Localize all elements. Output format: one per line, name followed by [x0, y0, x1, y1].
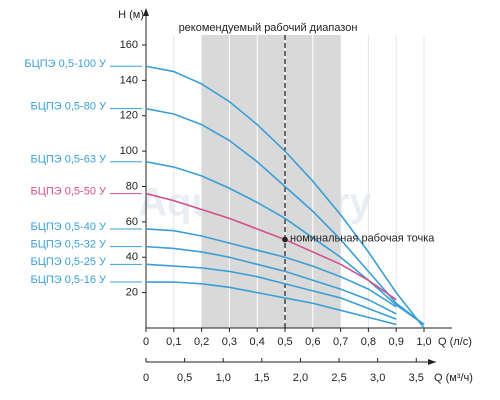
y-axis-title: Н (м)	[118, 9, 144, 21]
series-label: БЦПЭ 0,5-80 У	[31, 101, 107, 113]
x-tick-label: 0,4	[250, 336, 265, 348]
x2-tick-label: 0,5	[177, 372, 192, 384]
x2-tick-label: 0	[143, 372, 149, 384]
series-label: БЦПЭ 0,5-25 У	[31, 256, 107, 268]
x-tick-label: 0,2	[194, 336, 209, 348]
x-tick-label: 0,3	[222, 336, 237, 348]
x-tick-label: 0,8	[361, 336, 376, 348]
series-line	[145, 107, 425, 326]
x-axis-title: Q (л/с)	[438, 336, 472, 348]
series-line	[145, 245, 397, 315]
y-tick-label: 120	[120, 110, 138, 122]
series-label: БЦПЭ 0,5-100 У	[24, 58, 107, 70]
series-label: БЦПЭ 0,5-16 У	[31, 274, 107, 286]
series-line	[146, 281, 397, 326]
range-title: рекомендуемый рабочий диапазон	[179, 22, 358, 34]
y-tick-label: 160	[120, 39, 138, 51]
y-arrow	[143, 8, 149, 16]
y-tick-label: 20	[126, 287, 138, 299]
nominal-point	[282, 236, 288, 243]
series-label: БЦПЭ 0,5-63 У	[31, 154, 107, 166]
x2-tick-label: 1,5	[254, 372, 269, 384]
x-tick-label: 0,7	[333, 336, 348, 348]
series-line	[145, 263, 397, 320]
x2-axis-title: Q (м³/ч)	[434, 372, 473, 384]
x-tick-label: 0,5	[277, 336, 292, 348]
y-tick-label: 40	[126, 251, 138, 263]
x2-tick-label: 2,0	[293, 372, 308, 384]
x2-arrow	[428, 359, 436, 365]
x-tick-label: 1,0	[416, 336, 431, 348]
x2-tick-label: 1,0	[216, 372, 231, 384]
y-tick-label: 60	[126, 216, 138, 228]
y-tick-label: 100	[120, 145, 138, 157]
series-line	[145, 65, 425, 329]
x-tick-label: 0,6	[305, 336, 320, 348]
series-label: БЦПЭ 0,5-32 У	[31, 239, 107, 251]
nominal-label: номинальная рабочая точка	[290, 232, 435, 244]
x2-tick-label: 3,0	[370, 372, 385, 384]
series-line	[145, 228, 397, 308]
y-tick-label: 140	[120, 74, 138, 86]
recommended-range	[201, 35, 341, 328]
x2-tick-label: 2,5	[331, 372, 346, 384]
x-tick-label: 0,9	[389, 336, 404, 348]
x-tick-label: 0,1	[166, 336, 181, 348]
x-tick-label: 0	[143, 336, 149, 348]
series-line	[145, 160, 425, 326]
x2-tick-label: 3,5	[409, 372, 424, 384]
series-label: БЦПЭ 0,5-40 У	[31, 221, 107, 233]
series-label: БЦПЭ 0,5-50 У	[31, 185, 107, 197]
y-tick-label: 80	[126, 180, 138, 192]
series-line	[145, 192, 397, 301]
